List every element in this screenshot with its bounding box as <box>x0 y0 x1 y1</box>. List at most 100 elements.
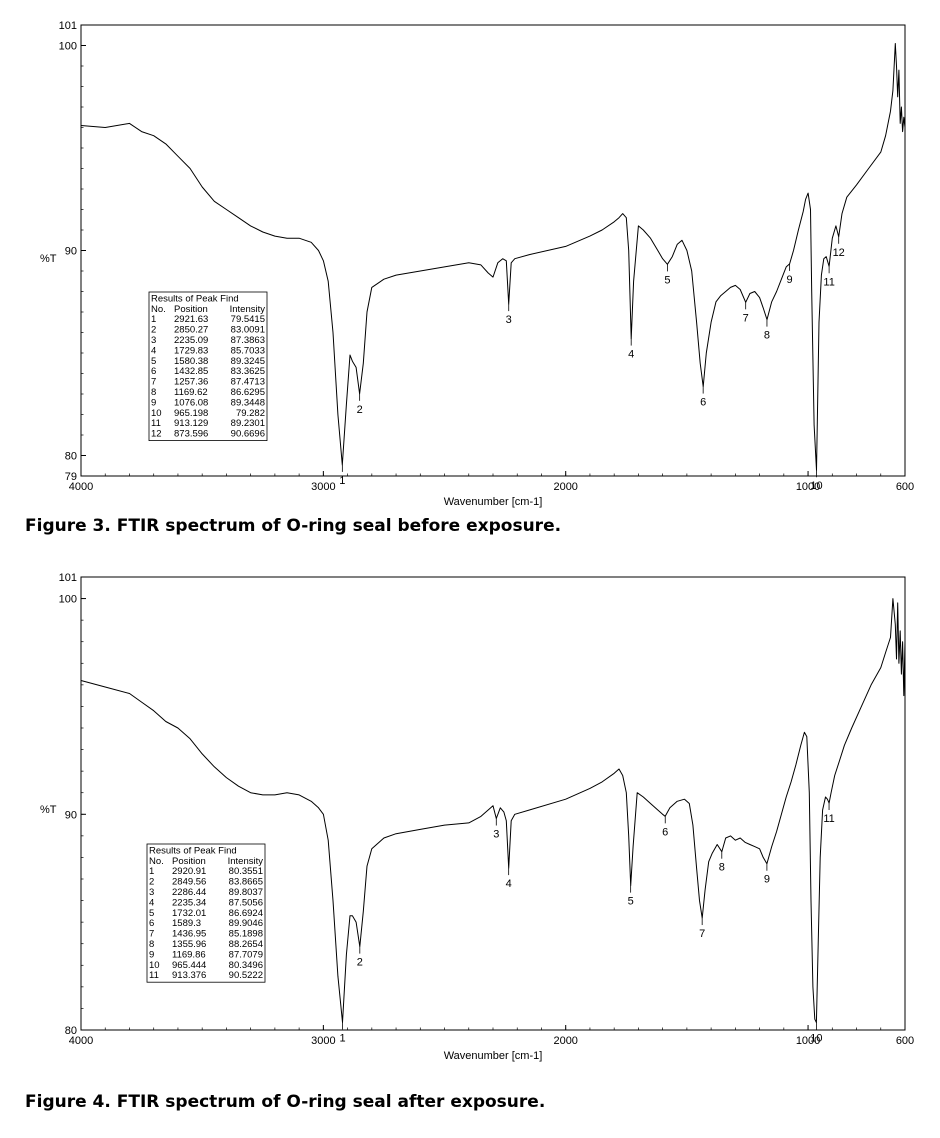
y-tick-label: 100 <box>59 41 77 53</box>
peak-table-cell: 1732.01 <box>172 908 206 919</box>
peak-table-cell: 1355.96 <box>172 939 206 950</box>
peak-table-cell: 7 <box>151 377 156 388</box>
peak-label: 9 <box>764 874 770 886</box>
peak-table-cell: 8 <box>151 387 156 398</box>
peak-table-cell: 4 <box>149 897 154 908</box>
peak-label: 6 <box>662 826 668 838</box>
x-tick-label: 1000 <box>796 481 820 493</box>
peak-table-cell: 79.5415 <box>231 314 265 325</box>
spectrum-line <box>80 43 906 471</box>
peak-label: 7 <box>699 928 705 940</box>
peak-table-cell: 2921.63 <box>174 314 208 325</box>
peak-table-cell: 12 <box>151 429 162 440</box>
y-tick-label: 79 <box>65 471 77 483</box>
peak-table-cell: 89.3448 <box>231 397 265 408</box>
y-tick-label: 100 <box>59 594 77 606</box>
x-tick-label: 600 <box>896 1035 914 1047</box>
peak-label: 3 <box>493 829 499 841</box>
peak-table-cell: 85.1898 <box>229 929 263 940</box>
peak-table-cell: 10 <box>151 408 162 419</box>
peak-table-cell: 2235.09 <box>174 335 208 346</box>
x-tick-label: 3000 <box>311 481 335 493</box>
peak-table-header: Position <box>174 304 208 315</box>
peak-table-cell: 1436.95 <box>172 929 206 940</box>
peak-label: 10 <box>810 1032 822 1044</box>
peak-label: 2 <box>357 957 363 969</box>
peak-table-cell: 10 <box>149 960 160 971</box>
peak-label: 1 <box>339 475 345 487</box>
peak-table-title: Results of Peak Find <box>149 845 237 856</box>
peak-table-cell: 90.6696 <box>231 429 265 440</box>
peak-table-cell: 11 <box>149 970 159 981</box>
peak-table-cell: 86.6295 <box>231 387 265 398</box>
peak-table-cell: 9 <box>149 949 154 960</box>
peak-label: 7 <box>743 312 749 324</box>
peak-label: 10 <box>810 480 822 492</box>
peak-table-frame <box>146 843 266 983</box>
figure-caption-before: Figure 3. FTIR spectrum of O-ring seal b… <box>25 516 562 536</box>
peak-table-cell: 5 <box>151 356 156 367</box>
x-axis-title: Wavenumber [cm-1] <box>444 496 543 508</box>
peak-table-cell: 89.9046 <box>229 918 263 929</box>
figure-caption-after: Figure 4. FTIR spectrum of O-ring seal a… <box>25 1092 546 1112</box>
peak-table-cell: 2849.56 <box>172 877 206 888</box>
peak-table-cell: 90.5222 <box>229 970 263 981</box>
peak-table-cell: 88.2654 <box>229 939 263 950</box>
peak-table-cell: 2235.34 <box>172 897 206 908</box>
peak-label: 11 <box>823 276 834 288</box>
peak-table-header: No. <box>151 304 166 315</box>
peak-table-cell: 2850.27 <box>174 325 208 336</box>
peak-label: 2 <box>357 404 363 416</box>
y-tick-label: 90 <box>65 809 77 821</box>
peak-label: 3 <box>506 314 512 326</box>
x-tick-label: 3000 <box>311 1035 335 1047</box>
y-tick-label: 80 <box>65 451 77 463</box>
peak-table-cell: 965.444 <box>172 960 206 971</box>
peak-label: 5 <box>628 896 634 908</box>
peak-table-cell: 87.7079 <box>229 949 263 960</box>
y-tick-label: 90 <box>65 246 77 258</box>
peak-table-cell: 89.2301 <box>231 418 265 429</box>
peak-table-cell: 1432.85 <box>174 366 208 377</box>
peak-table-title: Results of Peak Find <box>151 293 239 304</box>
peak-table-cell: 1076.08 <box>174 397 208 408</box>
peak-table-cell: 87.4713 <box>231 377 265 388</box>
peak-label: 4 <box>506 878 512 890</box>
peak-table-cell: 80.3551 <box>229 866 263 877</box>
peak-label: 8 <box>764 330 770 342</box>
peak-table-header: Intensity <box>230 304 266 315</box>
peak-table-cell: 11 <box>151 418 161 429</box>
peak-table-cell: 2 <box>151 325 156 336</box>
peak-label: 1 <box>339 1032 345 1044</box>
peak-table-cell: 89.8037 <box>229 887 263 898</box>
peak-table-cell: 5 <box>149 908 154 919</box>
peak-table-cell: 85.7033 <box>231 345 265 356</box>
peak-table-cell: 4 <box>151 345 156 356</box>
spectrum-line <box>80 598 906 1023</box>
peak-table-header: No. <box>149 856 164 867</box>
peak-table-cell: 1257.36 <box>174 377 208 388</box>
y-axis-title: %T <box>40 253 57 265</box>
peak-table-cell: 1589.3 <box>172 918 201 929</box>
peak-label: 9 <box>787 274 793 286</box>
peak-table-cell: 3 <box>151 335 156 346</box>
peak-table-cell: 1580.38 <box>174 356 208 367</box>
peak-table-cell: 3 <box>149 887 154 898</box>
y-axis-title: %T <box>40 804 57 816</box>
peak-table-cell: 9 <box>151 397 156 408</box>
peak-table-cell: 80.3496 <box>229 960 263 971</box>
x-tick-label: 2000 <box>553 481 577 493</box>
peak-table-cell: 913.129 <box>174 418 208 429</box>
peak-table-cell: 1729.83 <box>174 345 208 356</box>
y-tick-label: 101 <box>59 20 77 32</box>
y-tick-label: 80 <box>65 1025 77 1037</box>
peak-table-cell: 6 <box>151 366 156 377</box>
peak-table-cell: 1169.62 <box>174 387 208 398</box>
x-axis-title: Wavenumber [cm-1] <box>444 1050 543 1062</box>
y-tick-label: 101 <box>59 572 77 584</box>
peak-table-cell: 83.8665 <box>229 877 263 888</box>
peak-table-frame <box>148 291 268 442</box>
x-tick-label: 600 <box>896 481 914 493</box>
